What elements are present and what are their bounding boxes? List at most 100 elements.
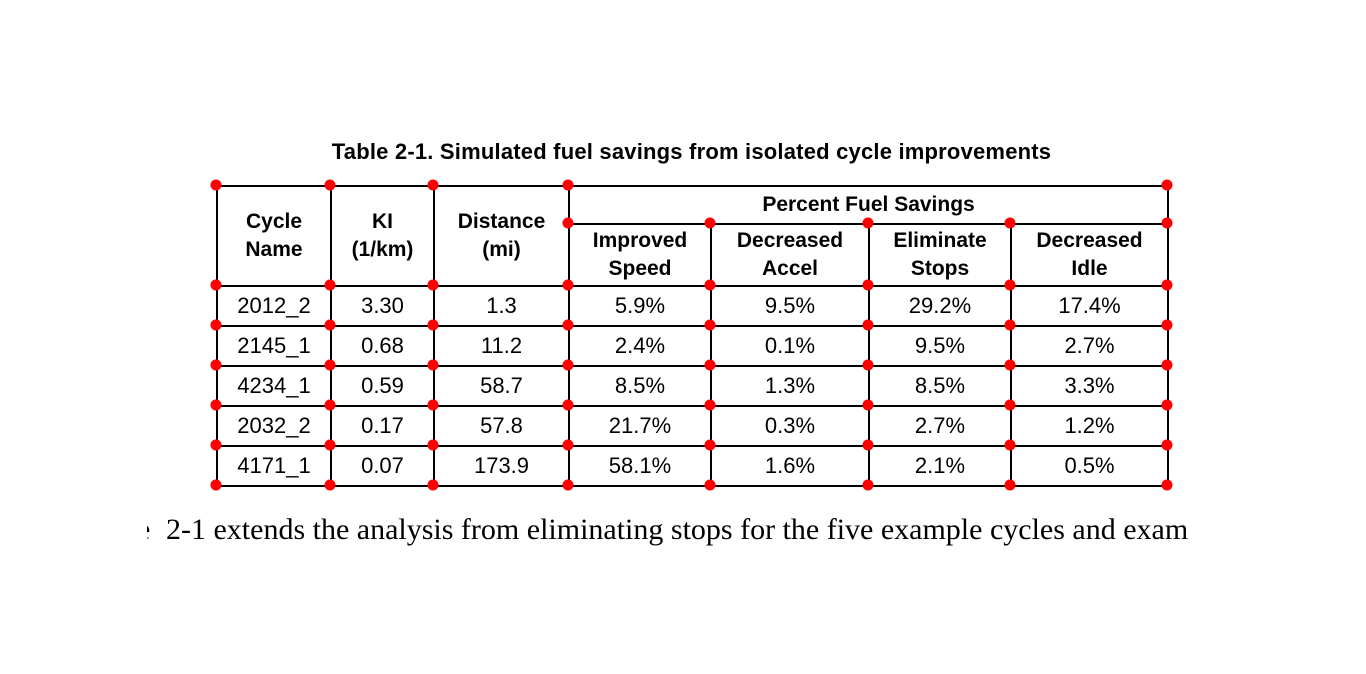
table-caption: Table 2-1. Simulated fuel savings from i… [331, 139, 1052, 164]
cell-corner-dot [562, 399, 574, 411]
cell-corner-dot [1004, 439, 1016, 451]
cell-decreased-idle: 17.4% [1009, 285, 1170, 327]
cell-corner-dot [1161, 319, 1173, 331]
cell-decreased-idle: 1.2% [1009, 405, 1170, 447]
cell-corner-dot [862, 319, 874, 331]
cell-cycle-name: 2145_1 [216, 325, 332, 367]
table-row: 2012_2 3.30 1.3 5.9% 9.5% 29.2% 17.4% [216, 285, 1170, 327]
cell-distance: 11.2 [433, 325, 570, 367]
cell-ki: 0.07 [330, 445, 435, 487]
cell-corner-dot [427, 279, 439, 291]
table-row: 4171_1 0.07 173.9 58.1% 1.6% 2.1% 0.5% [216, 445, 1170, 487]
cell-ki: 3.30 [330, 285, 435, 327]
cell-distance: 57.8 [433, 405, 570, 447]
cell-improved-speed: 58.1% [568, 445, 712, 487]
cell-corner-dot [562, 179, 574, 191]
cell-improved-speed: 21.7% [568, 405, 712, 447]
cell-corner-dot [1161, 359, 1173, 371]
cell-corner-dot [427, 179, 439, 191]
cell-corner-dot [562, 319, 574, 331]
cell-corner-dot [210, 479, 222, 491]
cell-corner-dot [862, 359, 874, 371]
cell-decreased-idle: 2.7% [1009, 325, 1170, 367]
clipped-word-fragment: e [147, 513, 153, 547]
cell-corner-dot [704, 399, 716, 411]
fuel-savings-table: Cycle Name KI (1/km) Distance (mi) Perce… [216, 185, 1170, 487]
cell-corner-dot [1161, 279, 1173, 291]
cell-corner-dot [324, 319, 336, 331]
col-header-eliminate-stops: Eliminate Stops [868, 223, 1012, 287]
cell-eliminate-stops: 29.2% [868, 285, 1012, 327]
col-header-improved-speed: Improved Speed [568, 223, 712, 287]
cell-corner-dot [1161, 399, 1173, 411]
cell-decreased-idle: 0.5% [1009, 445, 1170, 487]
cell-decreased-accel: 0.3% [710, 405, 870, 447]
cell-corner-dot [1004, 479, 1016, 491]
cell-eliminate-stops: 2.7% [868, 405, 1012, 447]
cell-corner-dot [704, 279, 716, 291]
cell-corner-dot [324, 359, 336, 371]
cell-corner-dot [562, 217, 574, 229]
cell-ki: 0.17 [330, 405, 435, 447]
cell-improved-speed: 2.4% [568, 325, 712, 367]
cell-corner-dot [862, 279, 874, 291]
cell-corner-dot [1004, 319, 1016, 331]
cell-corner-dot [562, 279, 574, 291]
cell-corner-dot [427, 439, 439, 451]
cell-ki: 0.68 [330, 325, 435, 367]
table-row: 2145_1 0.68 11.2 2.4% 0.1% 9.5% 2.7% [216, 325, 1170, 367]
cell-corner-dot [210, 439, 222, 451]
cell-corner-dot [1161, 479, 1173, 491]
cell-corner-dot [427, 319, 439, 331]
cell-corner-dot [862, 217, 874, 229]
cell-improved-speed: 5.9% [568, 285, 712, 327]
cell-corner-dot [1004, 217, 1016, 229]
col-header-cycle-name: Cycle Name [216, 185, 332, 287]
cell-eliminate-stops: 9.5% [868, 325, 1012, 367]
cell-corner-dot [1161, 217, 1173, 229]
cell-corner-dot [324, 439, 336, 451]
cell-corner-dot [862, 399, 874, 411]
table-row: 2032_2 0.17 57.8 21.7% 0.3% 2.7% 1.2% [216, 405, 1170, 447]
cell-corner-dot [324, 279, 336, 291]
cell-corner-dot [862, 479, 874, 491]
col-header-ki: KI (1/km) [330, 185, 435, 287]
cell-corner-dot [210, 399, 222, 411]
table-row: 4234_1 0.59 58.7 8.5% 1.3% 8.5% 3.3% [216, 365, 1170, 407]
cell-corner-dot [324, 479, 336, 491]
cell-corner-dot [427, 399, 439, 411]
body-paragraph: e 2-1 extends the analysis from eliminati… [147, 513, 1188, 547]
cell-corner-dot [1161, 179, 1173, 191]
cell-eliminate-stops: 2.1% [868, 445, 1012, 487]
cell-improved-speed: 8.5% [568, 365, 712, 407]
cell-distance: 1.3 [433, 285, 570, 327]
cell-cycle-name: 4234_1 [216, 365, 332, 407]
cell-decreased-accel: 9.5% [710, 285, 870, 327]
cell-decreased-accel: 1.3% [710, 365, 870, 407]
cell-corner-dot [210, 179, 222, 191]
col-header-decreased-idle: Decreased Idle [1009, 223, 1170, 287]
body-paragraph-text: 2-1 extends the analysis from eliminatin… [166, 513, 1189, 546]
cell-corner-dot [862, 439, 874, 451]
cell-corner-dot [324, 399, 336, 411]
cell-corner-dot [562, 439, 574, 451]
cell-corner-dot [210, 279, 222, 291]
cell-corner-dot [704, 439, 716, 451]
cell-corner-dot [1004, 399, 1016, 411]
cell-distance: 58.7 [433, 365, 570, 407]
cell-corner-dot [324, 179, 336, 191]
cell-corner-dot [427, 479, 439, 491]
cell-decreased-accel: 1.6% [710, 445, 870, 487]
cell-corner-dot [210, 359, 222, 371]
cell-cycle-name: 4171_1 [216, 445, 332, 487]
cell-cycle-name: 2012_2 [216, 285, 332, 327]
cell-corner-dot [704, 217, 716, 229]
cell-eliminate-stops: 8.5% [868, 365, 1012, 407]
cell-corner-dot [704, 479, 716, 491]
table-grid-overlay: Cycle Name KI (1/km) Distance (mi) Perce… [210, 179, 1173, 491]
cell-corner-dot [704, 359, 716, 371]
col-header-distance: Distance (mi) [433, 185, 570, 287]
cell-decreased-idle: 3.3% [1009, 365, 1170, 407]
col-header-decreased-accel: Decreased Accel [710, 223, 870, 287]
